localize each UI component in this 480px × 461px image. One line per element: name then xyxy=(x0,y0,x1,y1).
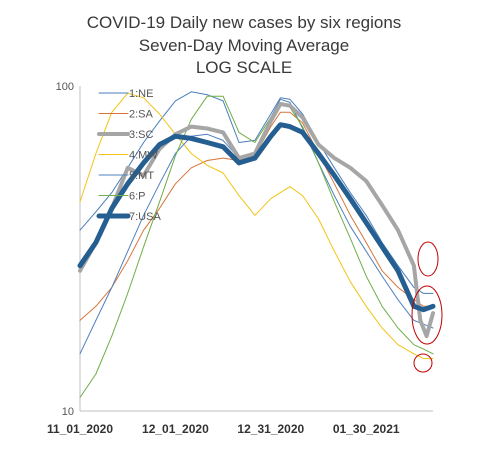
series-line-3-sc xyxy=(78,102,435,339)
chart-scale-note: LOG SCALE xyxy=(196,58,292,77)
x-tick-label: 12_31_2020 xyxy=(237,422,304,436)
legend-label: 6:P xyxy=(129,191,146,203)
y-tick-label: 100 xyxy=(56,81,74,93)
legend-label: 4:MW xyxy=(129,150,158,162)
series-line-2-sa xyxy=(79,111,434,321)
series-line-4-mw xyxy=(79,92,434,360)
plot-area: 10 100 11_01_2020 12_01_2020 12_31_2020 01_30… xyxy=(47,81,443,436)
annotation-ellipse xyxy=(417,241,439,277)
x-tick-label: 12_01_2020 xyxy=(142,422,209,436)
legend-label: 1:NE xyxy=(129,88,153,100)
y-tick-label: 10 xyxy=(62,406,74,418)
legend-label: 5:MT xyxy=(129,170,154,182)
legend-label: 2:SA xyxy=(129,109,154,121)
series-line-7-usa xyxy=(77,122,436,313)
chart-title: COVID-19 Daily new cases by six regions xyxy=(87,13,402,32)
annotation-ellipse xyxy=(411,285,443,345)
x-tick-label: 01_30_2021 xyxy=(333,422,400,436)
x-tick-label: 11_01_2020 xyxy=(47,422,113,436)
chart-subtitle: Seven-Day Moving Average xyxy=(139,36,349,55)
legend-label: 3:SC xyxy=(129,129,154,141)
legend-label: 7:USA xyxy=(129,211,161,223)
annotation-circle xyxy=(413,353,433,373)
